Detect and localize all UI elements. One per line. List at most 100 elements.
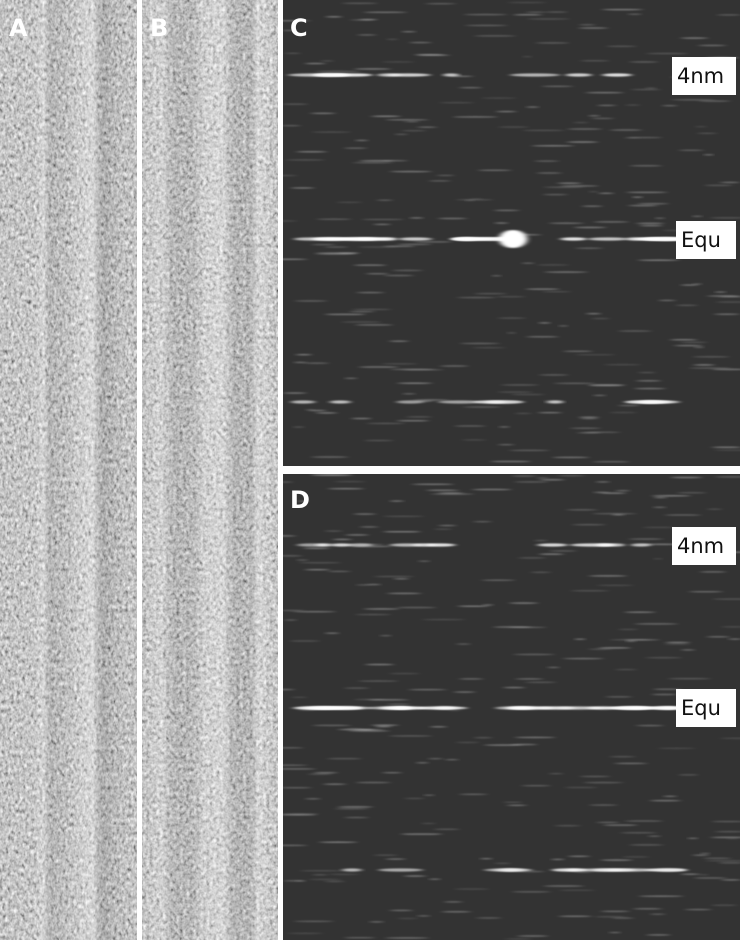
streak	[516, 678, 543, 680]
streak	[312, 131, 350, 133]
streak	[588, 384, 625, 386]
streak	[473, 521, 491, 523]
streak	[456, 742, 478, 744]
streak	[291, 187, 313, 189]
streak	[279, 814, 316, 816]
streak	[324, 783, 346, 785]
streak	[717, 14, 740, 16]
streak	[338, 806, 373, 808]
streak	[553, 457, 589, 459]
streak	[335, 808, 368, 810]
streak	[566, 509, 597, 511]
streak	[510, 744, 536, 746]
streak	[376, 726, 391, 728]
streak	[497, 111, 517, 113]
streak	[690, 367, 731, 369]
streak	[457, 297, 495, 299]
streak	[292, 696, 307, 698]
streak	[397, 607, 436, 609]
streak	[560, 237, 587, 240]
streak	[693, 854, 708, 856]
streak	[628, 13, 641, 15]
streak	[554, 383, 595, 385]
streak	[414, 241, 452, 243]
streak	[572, 524, 605, 526]
streak	[631, 543, 651, 546]
streak	[639, 895, 683, 897]
streak	[664, 643, 689, 645]
streak	[473, 347, 506, 349]
streak	[593, 461, 629, 463]
streak	[581, 60, 610, 62]
streak	[592, 118, 614, 120]
streak	[449, 710, 461, 712]
streak	[558, 475, 585, 477]
streak	[296, 354, 312, 356]
center-spot	[499, 230, 527, 248]
panel-label: B	[150, 14, 168, 42]
streak	[383, 516, 423, 518]
streak	[383, 772, 401, 774]
streak	[424, 794, 434, 796]
streak	[571, 590, 609, 592]
streak	[305, 63, 325, 65]
streak	[621, 832, 657, 834]
streak	[674, 345, 702, 347]
streak	[659, 300, 675, 302]
streak	[352, 418, 371, 420]
streak	[549, 773, 562, 775]
streak	[693, 356, 729, 358]
panel-label: A	[9, 14, 28, 42]
streak	[559, 325, 568, 327]
streak	[328, 488, 364, 490]
streak	[383, 531, 421, 533]
streak	[390, 171, 431, 173]
streak	[474, 737, 492, 739]
streak	[514, 481, 548, 483]
streak	[355, 324, 393, 326]
streak	[636, 223, 663, 225]
streak	[325, 530, 342, 532]
streak	[704, 857, 732, 859]
streak	[599, 647, 631, 649]
streak	[701, 853, 710, 855]
streak	[563, 350, 592, 352]
streak	[430, 726, 446, 728]
streak	[498, 391, 532, 393]
streak	[337, 202, 362, 204]
streak	[650, 800, 681, 802]
streak	[588, 237, 628, 240]
streak	[648, 835, 660, 837]
streak	[630, 61, 658, 63]
streak	[283, 392, 306, 394]
streak	[637, 203, 668, 205]
streak	[360, 160, 393, 162]
streak	[523, 130, 565, 132]
streak	[680, 342, 707, 344]
streak	[612, 514, 624, 516]
streak	[676, 305, 697, 307]
streak	[317, 218, 351, 220]
streak	[399, 237, 432, 240]
streak	[350, 311, 375, 313]
streak	[576, 247, 603, 249]
streak	[536, 42, 569, 44]
streak	[389, 735, 431, 737]
streak	[714, 313, 739, 315]
streak	[325, 881, 344, 883]
streak	[357, 584, 370, 586]
streak	[386, 937, 429, 939]
streak	[565, 787, 597, 789]
streak	[379, 237, 398, 240]
streak	[321, 60, 333, 62]
streak	[278, 481, 292, 483]
streak	[580, 24, 595, 26]
streak	[329, 874, 359, 876]
streak	[282, 103, 307, 105]
streak	[540, 479, 564, 481]
streak	[537, 264, 569, 266]
streak	[574, 122, 587, 124]
streak	[681, 284, 697, 286]
streak	[517, 935, 548, 937]
streak	[596, 481, 609, 483]
